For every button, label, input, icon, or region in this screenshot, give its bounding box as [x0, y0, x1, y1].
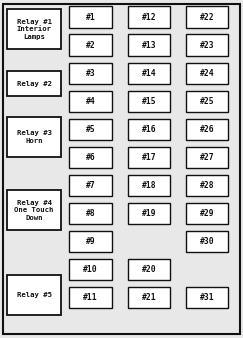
- Text: #12: #12: [141, 13, 156, 22]
- Text: #9: #9: [86, 237, 95, 246]
- Bar: [69, 203, 112, 224]
- Bar: [186, 63, 228, 84]
- Text: #4: #4: [86, 97, 95, 106]
- Text: Relay #2: Relay #2: [17, 81, 52, 87]
- Bar: [128, 203, 170, 224]
- Text: #11: #11: [83, 293, 98, 302]
- Bar: [128, 6, 170, 28]
- Bar: [7, 71, 61, 96]
- Bar: [128, 147, 170, 168]
- Text: #18: #18: [141, 181, 156, 190]
- Text: Relay #5: Relay #5: [17, 292, 52, 298]
- Text: #3: #3: [86, 69, 95, 78]
- Bar: [128, 34, 170, 56]
- Text: #24: #24: [200, 69, 215, 78]
- Bar: [69, 34, 112, 56]
- Text: #28: #28: [200, 181, 215, 190]
- Bar: [7, 275, 61, 315]
- Text: #7: #7: [86, 181, 95, 190]
- Bar: [69, 175, 112, 196]
- Bar: [128, 259, 170, 280]
- Bar: [186, 34, 228, 56]
- Bar: [7, 9, 61, 49]
- Bar: [69, 91, 112, 112]
- Text: #8: #8: [86, 209, 95, 218]
- Text: #25: #25: [200, 97, 215, 106]
- Bar: [128, 63, 170, 84]
- Bar: [69, 287, 112, 308]
- Bar: [69, 63, 112, 84]
- Bar: [186, 91, 228, 112]
- Bar: [186, 6, 228, 28]
- Text: #19: #19: [141, 209, 156, 218]
- Text: #10: #10: [83, 265, 98, 274]
- Text: #26: #26: [200, 125, 215, 134]
- Bar: [186, 147, 228, 168]
- Text: #29: #29: [200, 209, 215, 218]
- Bar: [69, 147, 112, 168]
- Bar: [7, 190, 61, 230]
- Text: Relay #4
One Touch
Down: Relay #4 One Touch Down: [14, 199, 54, 221]
- Text: #31: #31: [200, 293, 215, 302]
- Bar: [186, 119, 228, 140]
- Bar: [69, 6, 112, 28]
- Text: #6: #6: [86, 153, 95, 162]
- Bar: [7, 117, 61, 157]
- Text: #27: #27: [200, 153, 215, 162]
- Bar: [186, 203, 228, 224]
- Bar: [69, 119, 112, 140]
- Text: #14: #14: [141, 69, 156, 78]
- Text: #5: #5: [86, 125, 95, 134]
- Bar: [186, 175, 228, 196]
- Text: #22: #22: [200, 13, 215, 22]
- Text: #15: #15: [141, 97, 156, 106]
- Bar: [186, 231, 228, 252]
- Text: Relay #1
Interior
Lamps: Relay #1 Interior Lamps: [17, 19, 52, 40]
- Text: #23: #23: [200, 41, 215, 50]
- Text: #1: #1: [86, 13, 95, 22]
- Text: #2: #2: [86, 41, 95, 50]
- Bar: [128, 175, 170, 196]
- Bar: [186, 287, 228, 308]
- Text: #17: #17: [141, 153, 156, 162]
- Bar: [128, 91, 170, 112]
- Bar: [69, 259, 112, 280]
- Text: Relay #3
Horn: Relay #3 Horn: [17, 130, 52, 144]
- Text: #20: #20: [141, 265, 156, 274]
- Bar: [69, 231, 112, 252]
- Bar: [128, 119, 170, 140]
- Text: #13: #13: [141, 41, 156, 50]
- Text: #30: #30: [200, 237, 215, 246]
- Text: #16: #16: [141, 125, 156, 134]
- Text: #21: #21: [141, 293, 156, 302]
- Bar: [128, 287, 170, 308]
